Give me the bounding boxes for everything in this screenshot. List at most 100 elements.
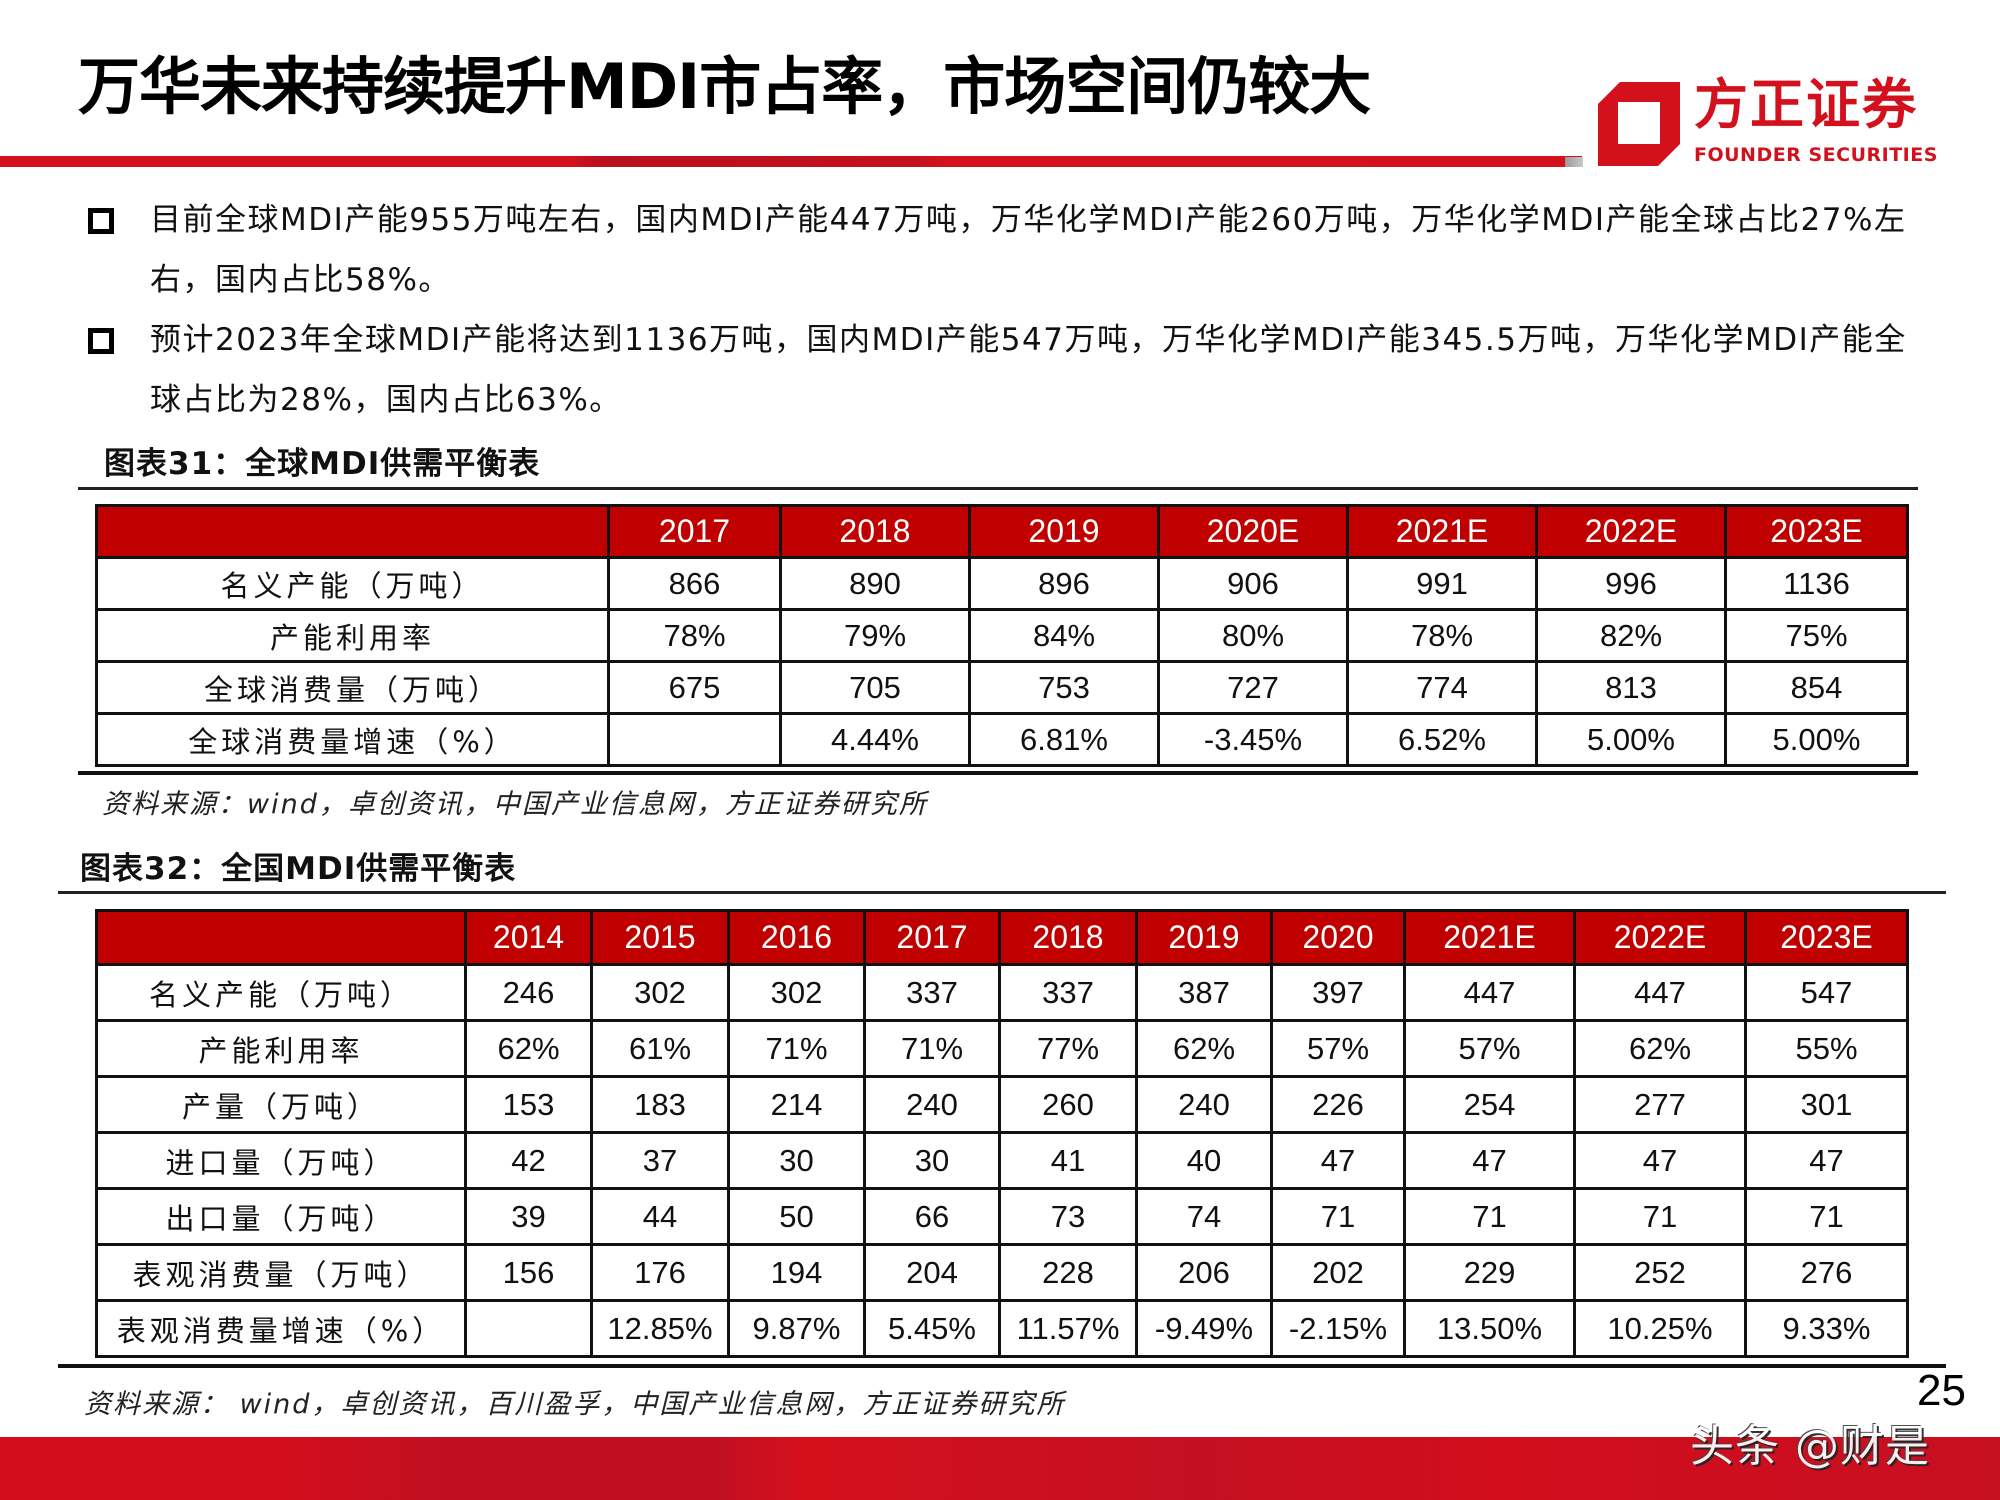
table-cell: 10.25% — [1573, 1299, 1747, 1358]
table-cell: 156 — [464, 1243, 593, 1302]
table-cell: 214 — [727, 1075, 866, 1134]
column-header: 2021E — [1346, 504, 1538, 559]
row-label: 产能利用率 — [95, 608, 610, 663]
table-row: 进口量（万吨） 42 37 30 30 41 40 47 47 47 47 — [95, 1131, 1909, 1190]
column-header: 2022E — [1535, 504, 1727, 559]
title-underline-bar — [0, 156, 1582, 167]
table-cell: 57% — [1270, 1019, 1406, 1078]
table-cell: 1136 — [1724, 556, 1909, 611]
table-cell: 41 — [998, 1131, 1138, 1190]
table-cell: 447 — [1573, 963, 1747, 1022]
source-rule — [58, 1364, 1946, 1368]
caption-rule — [78, 487, 1918, 490]
table-cell: 71 — [1270, 1187, 1406, 1246]
figure-32-source: 资料来源： wind，卓创资讯，百川盈孚，中国产业信息网，方正证券研究所 — [84, 1389, 1066, 1420]
table-header-row: 2017 2018 2019 2020E 2021E 2022E 2023E — [95, 504, 1909, 559]
table-row: 产能利用率 62% 61% 71% 71% 77% 62% 57% 57% 62… — [95, 1019, 1909, 1078]
column-header: 2019 — [968, 504, 1160, 559]
table-cell: 301 — [1744, 1075, 1909, 1134]
table-cell: 6.81% — [968, 712, 1160, 767]
table-cell: 228 — [998, 1243, 1138, 1302]
table-cell: 194 — [727, 1243, 866, 1302]
table-row: 名义产能（万吨） 866 890 896 906 991 996 1136 — [95, 556, 1909, 611]
table-cell: 5.00% — [1724, 712, 1909, 767]
table-header-row: 2014 2015 2016 2017 2018 2019 2020 2021E… — [95, 909, 1909, 966]
table-cell: 246 — [464, 963, 593, 1022]
table-row: 出口量（万吨） 39 44 50 66 73 74 71 71 71 71 — [95, 1187, 1909, 1246]
table-row: 表观消费量增速（%） 12.85% 9.87% 5.45% 11.57% -9.… — [95, 1299, 1909, 1358]
table-cell: 75% — [1724, 608, 1909, 663]
founder-securities-logo: 方正证券 FOUNDER SECURITIES — [1598, 73, 1937, 172]
table-cell: 82% — [1535, 608, 1727, 663]
column-header: 2023E — [1724, 504, 1909, 559]
watermark-text: 头条 @财是 — [1690, 1421, 1930, 1472]
table-cell: 896 — [968, 556, 1160, 611]
table-cell: 183 — [590, 1075, 730, 1134]
table-cell: 50 — [727, 1187, 866, 1246]
table-cell: 302 — [590, 963, 730, 1022]
table-cell: 447 — [1403, 963, 1576, 1022]
column-header: 2023E — [1744, 909, 1909, 966]
table-cell: 71 — [1573, 1187, 1747, 1246]
table-cell: 11.57% — [998, 1299, 1138, 1358]
table-row: 表观消费量（万吨） 156 176 194 204 228 206 202 22… — [95, 1243, 1909, 1302]
column-header: 2020 — [1270, 909, 1406, 966]
table-cell: 13.50% — [1403, 1299, 1576, 1358]
table-cell: 206 — [1135, 1243, 1273, 1302]
table-cell: 12.85% — [590, 1299, 730, 1358]
table-row: 名义产能（万吨） 246 302 302 337 337 387 397 447… — [95, 963, 1909, 1022]
table-cell: -2.15% — [1270, 1299, 1406, 1358]
table-cell: 71 — [1403, 1187, 1576, 1246]
table-cell: 73 — [998, 1187, 1138, 1246]
column-header: 2014 — [464, 909, 593, 966]
row-label: 名义产能（万吨） — [95, 963, 467, 1022]
column-header: 2020E — [1157, 504, 1349, 559]
square-bullet-icon — [88, 208, 114, 234]
table-cell: 66 — [863, 1187, 1001, 1246]
table-cell: 78% — [1346, 608, 1538, 663]
table-cell: 226 — [1270, 1075, 1406, 1134]
table-row: 产量（万吨） 153 183 214 240 260 240 226 254 2… — [95, 1075, 1909, 1134]
footer-red-band — [0, 1437, 2000, 1500]
global-mdi-balance-table: 2017 2018 2019 2020E 2021E 2022E 2023E 名… — [95, 504, 1909, 767]
bullet-item: 目前全球MDI产能955万吨左右，国内MDI产能447万吨，万华化学MDI产能2… — [88, 190, 1908, 310]
caption-rule — [58, 891, 1946, 894]
table-cell — [464, 1299, 593, 1358]
table-cell: 397 — [1270, 963, 1406, 1022]
table-cell: 176 — [590, 1243, 730, 1302]
column-header: 2019 — [1135, 909, 1273, 966]
column-header: 2021E — [1403, 909, 1576, 966]
table-cell: 996 — [1535, 556, 1727, 611]
summary-bullets: 目前全球MDI产能955万吨左右，国内MDI产能447万吨，万华化学MDI产能2… — [88, 190, 1908, 430]
table-cell: 71 — [1744, 1187, 1909, 1246]
table-cell: 153 — [464, 1075, 593, 1134]
square-bullet-icon — [88, 328, 114, 354]
column-header — [95, 909, 467, 966]
slide-title: 万华未来持续提升MDI市占率，市场空间仍较大 — [78, 50, 1371, 123]
figure-31-source: 资料来源：wind，卓创资讯，中国产业信息网，方正证券研究所 — [102, 789, 928, 820]
table-cell: 62% — [464, 1019, 593, 1078]
table-cell: 30 — [863, 1131, 1001, 1190]
table-cell: 6.52% — [1346, 712, 1538, 767]
table-cell: 5.00% — [1535, 712, 1727, 767]
table-cell: 62% — [1135, 1019, 1273, 1078]
table-cell: 277 — [1573, 1075, 1747, 1134]
table-cell: 71% — [727, 1019, 866, 1078]
founder-logo-mark-icon — [1598, 82, 1680, 166]
table-cell: 337 — [998, 963, 1138, 1022]
column-header: 2015 — [590, 909, 730, 966]
column-header: 2016 — [727, 909, 866, 966]
table-cell: 47 — [1270, 1131, 1406, 1190]
logo-chinese-name: 方正证券 — [1694, 73, 1918, 136]
table-cell: 705 — [779, 660, 971, 715]
table-cell: 44 — [590, 1187, 730, 1246]
table-cell: 30 — [727, 1131, 866, 1190]
table-cell: -9.49% — [1135, 1299, 1273, 1358]
table-cell: 47 — [1744, 1131, 1909, 1190]
row-label: 表观消费量增速（%） — [95, 1299, 467, 1358]
figure-32-caption: 图表32：全国MDI供需平衡表 — [80, 851, 517, 887]
row-label: 全球消费量增速（%） — [95, 712, 610, 767]
table-row: 全球消费量增速（%） 4.44% 6.81% -3.45% 6.52% 5.00… — [95, 712, 1909, 767]
table-cell: 71% — [863, 1019, 1001, 1078]
table-cell: 61% — [590, 1019, 730, 1078]
